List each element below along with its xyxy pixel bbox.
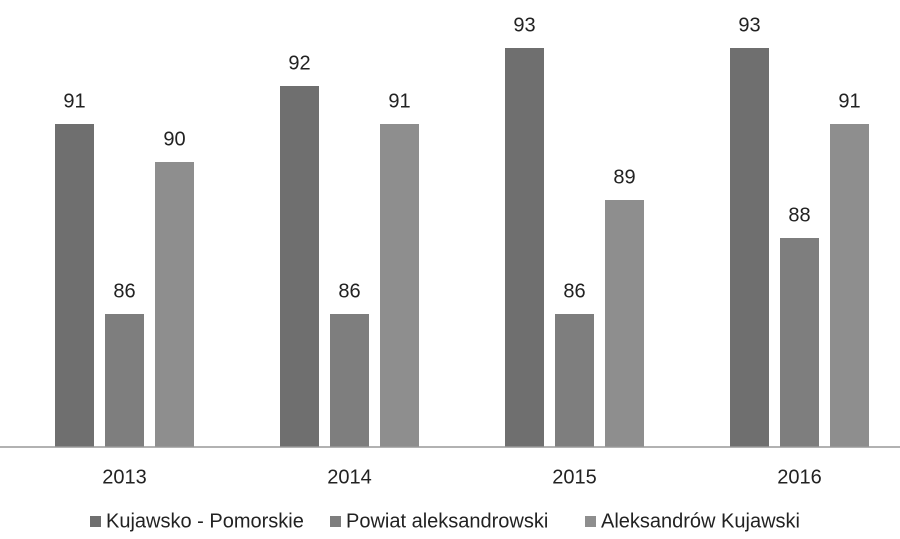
legend-marker [330,516,341,527]
legend-marker [585,516,596,527]
data-label: 93 [513,14,535,36]
data-label: 91 [388,90,410,112]
bar [105,314,144,447]
data-label: 90 [163,128,185,150]
bar [830,124,869,447]
data-label: 92 [288,52,310,74]
bar [730,48,769,447]
bar [280,86,319,447]
bar [155,162,194,447]
bar [605,200,644,447]
x-tick-label: 2014 [327,466,372,488]
data-label: 91 [838,90,860,112]
data-label: 86 [563,280,585,302]
bar [55,124,94,447]
bar [780,238,819,447]
x-tick-label: 2013 [102,466,147,488]
legend-label: Kujawsko - Pomorskie [106,510,304,532]
data-label: 93 [738,14,760,36]
bar [505,48,544,447]
data-label: 89 [613,166,635,188]
x-tick-label: 2016 [777,466,822,488]
bar [380,124,419,447]
data-label: 88 [788,204,810,226]
data-label: 91 [63,90,85,112]
legend-label: Aleksandrów Kujawski [601,510,800,532]
data-label: 86 [338,280,360,302]
data-label: 86 [113,280,135,302]
legend-marker [90,516,101,527]
bar [555,314,594,447]
x-tick-label: 2015 [552,466,597,488]
legend-label: Powiat aleksandrowski [346,510,548,532]
bar [330,314,369,447]
